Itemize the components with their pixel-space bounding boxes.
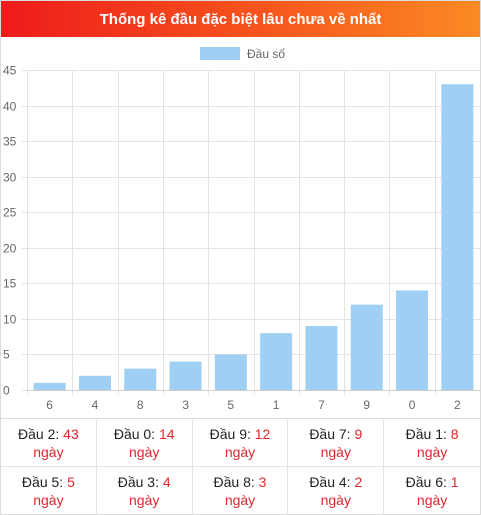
stat-label: Đầu 9: [209,425,251,442]
legend-swatch [200,47,240,60]
x-tick-label: 4 [92,398,99,412]
stat-cell: Đầu 4: 2 ngày [288,467,385,515]
y-tick-label: 30 [3,171,17,185]
stat-unit: ngày [416,443,448,460]
stat-unit: ngày [320,492,351,508]
stat-cell: Đầu 2: 43 ngày [1,419,97,467]
stat-label: Đầu 3: [117,474,159,490]
stats-grid: Đầu 2: 43 ngày Đầu 0: 14 ngày Đầu 9: 12 … [1,418,480,515]
stat-label: Đầu 6: [405,474,447,490]
x-tick-label: 9 [363,398,370,412]
x-tick-label: 0 [409,398,416,412]
widget-title: Thống kê đầu đặc biệt lâu chưa về nhất [1,1,480,37]
x-tick-label: 8 [137,398,144,412]
y-tick-label: 0 [3,384,10,398]
stat-label: Đầu 4: [309,474,351,490]
stat-cell: Đầu 7: 9 ngày [288,419,385,467]
bar-dau-3 [169,361,202,390]
stat-value: 5 [67,474,75,490]
stat-cell: Đầu 1: 8 ngày [384,419,480,467]
x-tick-label: 6 [46,398,53,412]
bar-dau-9 [350,304,383,390]
x-tick-label: 1 [273,398,280,412]
bar-chart: 0 5 10 15 20 25 30 35 40 45 6 4 8 3 5 1 7 9 0 2 Đầu số [1,38,480,417]
stat-cell: Đầu 9: 12 ngày [192,419,289,467]
y-tick-label: 15 [3,277,17,291]
x-tick-label: 2 [454,398,461,412]
stat-label: Đầu 1: [405,425,447,442]
stat-label: Đầu 0: [113,425,156,442]
stat-label: Đầu 8: [213,474,255,490]
stat-label: Đầu 5: [21,474,64,490]
bar-dau-8 [124,368,157,390]
stat-value: 3 [258,474,267,490]
stat-value: 43 [63,425,79,442]
y-tick-label: 20 [3,242,17,256]
y-tick-label: 35 [3,135,17,149]
stat-cell: Đầu 3: 4 ngày [97,467,193,515]
y-tick-label: 45 [3,64,17,78]
bar-dau-0 [396,290,429,390]
y-tick-label: 40 [3,100,17,114]
stat-unit: ngày [33,492,64,508]
stat-value: 2 [354,474,363,490]
stat-label: Đầu 2: [18,425,60,442]
x-tick-label: 7 [318,398,325,412]
stat-value: 12 [254,425,271,442]
bar-dau-5 [214,354,247,390]
stat-unit: ngày [416,492,448,508]
stat-value: 4 [162,474,171,490]
stat-value: 14 [158,425,175,442]
bar-dau-1 [260,333,293,390]
stat-unit: ngày [224,492,256,508]
bar-dau-7 [305,326,338,390]
stat-unit: ngày [129,492,160,508]
bar-dau-2 [441,84,474,390]
bar-dau-4 [78,375,111,390]
y-tick-label: 5 [3,348,10,362]
x-tick-label: 5 [228,398,235,412]
stat-cell: Đầu 8: 3 ngày [193,467,289,515]
y-tick-label: 10 [3,313,17,327]
stat-unit: ngày [33,443,64,460]
stat-value: 1 [450,474,459,490]
x-tick-label: 3 [182,398,189,412]
stat-label: Đầu 7: [309,425,351,442]
stat-cell: Đầu 6: 1 ngày [384,467,480,515]
y-tick-label: 25 [3,206,17,220]
stat-value: 8 [450,425,459,442]
stat-unit: ngày [320,443,351,460]
stat-unit: ngày [129,443,160,460]
bar-dau-6 [33,382,66,390]
legend-label: Đầu số [247,47,285,61]
stat-cell: Đầu 5: 5 ngày [1,467,97,515]
stat-cell: Đầu 0: 14 ngày [96,419,193,467]
stat-value: 9 [354,425,363,442]
stat-unit: ngày [224,443,256,460]
